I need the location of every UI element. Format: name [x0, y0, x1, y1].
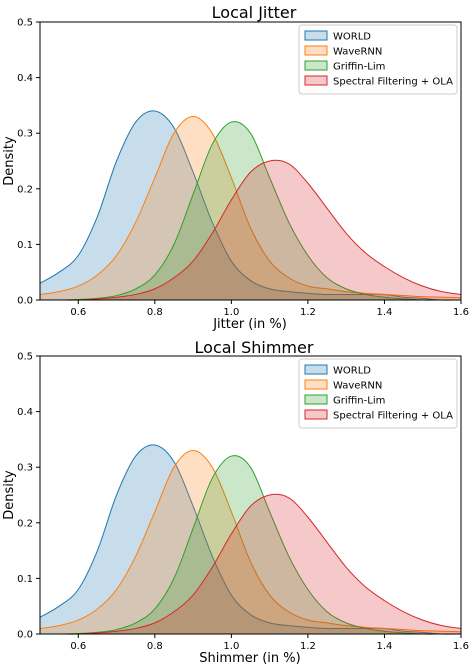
x-tick-label: 1.6	[453, 641, 469, 652]
x-tick-label: 0.8	[147, 641, 163, 652]
series-area-2	[40, 121, 461, 301]
chart-title: Local Jitter	[212, 3, 297, 22]
legend-swatch	[304, 394, 328, 405]
y-tick-label: 0.1	[17, 574, 33, 585]
series-area-0	[40, 444, 461, 635]
legend-label: Griffin-Lim	[333, 396, 385, 407]
legend: WORLD WaveRNN Griffin-Lim Spectral Filterin…	[298, 24, 458, 95]
y-tick-label: 0.1	[17, 240, 33, 251]
legend-swatch	[304, 364, 328, 375]
legend-swatch	[304, 379, 328, 390]
legend-label: WaveRNN	[333, 47, 382, 58]
x-tick-label: 1.4	[377, 307, 393, 318]
y-tick-label: 0.0	[17, 296, 33, 307]
x-tick-label: 0.8	[147, 307, 163, 318]
y-tick-label: 0.5	[17, 18, 33, 29]
y-tick-label: 0.4	[17, 73, 33, 84]
series-layer	[39, 110, 462, 301]
x-tick-label: 1.0	[223, 307, 239, 318]
plot-frame	[39, 355, 462, 635]
series-line-3	[39, 159, 462, 301]
plot-frame	[39, 21, 462, 301]
x-tick-label: 1.2	[300, 307, 316, 318]
series-area-1	[40, 116, 461, 301]
y-tick-label: 0.2	[17, 184, 33, 195]
x-tick-label: 1.4	[377, 641, 393, 652]
x-ticks: 0.6 0.8 1.0 1.2 1.4 1.6	[70, 634, 469, 652]
legend-swatch	[304, 45, 328, 56]
legend-label: Spectral Filtering + OLA	[333, 411, 453, 422]
series-line-2	[39, 121, 461, 301]
series-line-1	[39, 116, 462, 299]
x-ticks: 0.6 0.8 1.0 1.2 1.4 1.6	[70, 300, 469, 318]
x-tick-label: 0.6	[70, 307, 86, 318]
series-line-3	[40, 493, 462, 635]
x-axis-label: Jitter (in %)	[212, 317, 287, 332]
x-tick-label: 1.6	[453, 307, 469, 318]
legend-swatch	[304, 60, 328, 71]
series-area-1	[40, 450, 461, 634]
series-line-1	[39, 450, 462, 633]
y-ticks: 0.0 0.1 0.2 0.3 0.4 0.5	[17, 352, 40, 641]
series-layer	[39, 444, 462, 635]
legend-swatch	[304, 30, 328, 41]
y-axis-label: Density	[2, 470, 17, 520]
legend-label: WORLD	[333, 366, 371, 377]
y-tick-label: 0.3	[17, 129, 33, 140]
series-area-0	[40, 110, 461, 301]
chart-local-shimmer: Local Shimmer 0.6 0.8 1.0 1.2 1.4 1.6 0.00.10…	[2, 338, 469, 666]
legend-label: Griffin-Lim	[333, 62, 385, 73]
legend-box	[298, 358, 458, 429]
y-tick-label: 0.0	[17, 630, 33, 641]
legend-box	[298, 24, 458, 95]
legend-label: WORLD	[333, 32, 371, 43]
x-axis-label: Shimmer (in %)	[199, 651, 300, 666]
y-axis-label: Density	[2, 136, 17, 186]
series-area-3	[40, 160, 461, 301]
legend-label: Spectral Filtering + OLA	[333, 77, 453, 88]
y-tick-label: 0.3	[17, 463, 33, 474]
y-tick-label: 0.5	[17, 352, 33, 363]
series-line-2	[39, 455, 461, 635]
y-tick-label: 0.4	[17, 407, 33, 418]
x-tick-label: 1.0	[223, 641, 239, 652]
legend-swatch	[304, 409, 328, 420]
x-tick-label: 0.6	[70, 641, 86, 652]
legend-swatch	[304, 75, 328, 86]
chart-title: Local Shimmer	[195, 338, 314, 357]
chart-local-jitter: Local Jitter 0.6 0.8 1.0 1.2 1.4 1.6 0.00.10.…	[2, 3, 469, 332]
x-tick-label: 1.2	[300, 641, 316, 652]
series-area-3	[40, 494, 461, 635]
legend: WORLD WaveRNN Griffin-Lim Spectral Filterin…	[298, 358, 458, 429]
y-ticks: 0.0 0.1 0.2 0.3 0.4 0.5	[17, 18, 40, 307]
y-tick-label: 0.2	[17, 518, 33, 529]
legend-label: WaveRNN	[333, 381, 382, 392]
series-area-2	[40, 455, 461, 635]
